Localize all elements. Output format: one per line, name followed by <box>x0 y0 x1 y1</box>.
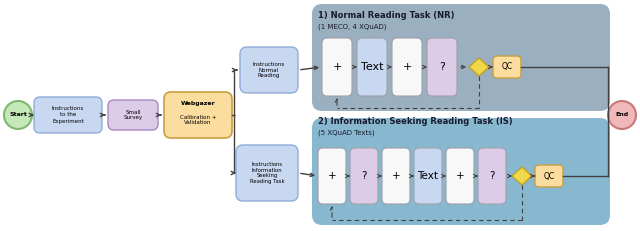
FancyBboxPatch shape <box>312 4 610 111</box>
Text: +: + <box>456 171 464 181</box>
Text: QC: QC <box>543 171 555 180</box>
Text: +: + <box>403 62 412 72</box>
Text: 2) Information Seeking Reading Task (IS): 2) Information Seeking Reading Task (IS) <box>318 118 513 127</box>
Text: (1 MECO, 4 XQuAD): (1 MECO, 4 XQuAD) <box>318 24 387 30</box>
Text: Calibration +
Validation: Calibration + Validation <box>180 115 216 125</box>
Circle shape <box>4 101 32 129</box>
FancyBboxPatch shape <box>493 56 521 78</box>
Text: ?: ? <box>489 171 495 181</box>
Text: +: + <box>392 171 400 181</box>
Text: Webgazer: Webgazer <box>180 101 216 106</box>
Text: Small
Survey: Small Survey <box>124 109 143 121</box>
Text: Instructions
to the
Experiment: Instructions to the Experiment <box>52 106 84 124</box>
Text: End: End <box>616 112 628 118</box>
Text: ?: ? <box>439 62 445 72</box>
FancyBboxPatch shape <box>350 148 378 204</box>
FancyBboxPatch shape <box>34 97 102 133</box>
FancyBboxPatch shape <box>478 148 506 204</box>
FancyBboxPatch shape <box>108 100 158 130</box>
FancyBboxPatch shape <box>236 145 298 201</box>
Text: (5 XQuAD Texts): (5 XQuAD Texts) <box>318 130 374 136</box>
Text: Instructions
Information
Seeking
Reading Task: Instructions Information Seeking Reading… <box>250 162 284 184</box>
FancyBboxPatch shape <box>164 92 232 138</box>
Text: Start: Start <box>9 112 27 118</box>
Text: Text: Text <box>361 62 383 72</box>
FancyBboxPatch shape <box>392 38 422 96</box>
FancyBboxPatch shape <box>240 47 298 93</box>
FancyBboxPatch shape <box>535 165 563 187</box>
Text: Text: Text <box>417 171 438 181</box>
FancyBboxPatch shape <box>382 148 410 204</box>
FancyBboxPatch shape <box>427 38 457 96</box>
FancyBboxPatch shape <box>318 148 346 204</box>
Text: +: + <box>332 62 342 72</box>
Text: QC: QC <box>501 63 513 72</box>
Text: 1) Normal Reading Task (NR): 1) Normal Reading Task (NR) <box>318 12 454 21</box>
Polygon shape <box>512 167 532 185</box>
Text: ?: ? <box>361 171 367 181</box>
Circle shape <box>608 101 636 129</box>
Text: Instructions
Normal
Reading: Instructions Normal Reading <box>253 61 285 79</box>
Text: +: + <box>328 171 336 181</box>
FancyBboxPatch shape <box>312 118 610 225</box>
FancyBboxPatch shape <box>414 148 442 204</box>
Polygon shape <box>469 58 489 76</box>
FancyBboxPatch shape <box>357 38 387 96</box>
FancyBboxPatch shape <box>322 38 352 96</box>
FancyBboxPatch shape <box>446 148 474 204</box>
